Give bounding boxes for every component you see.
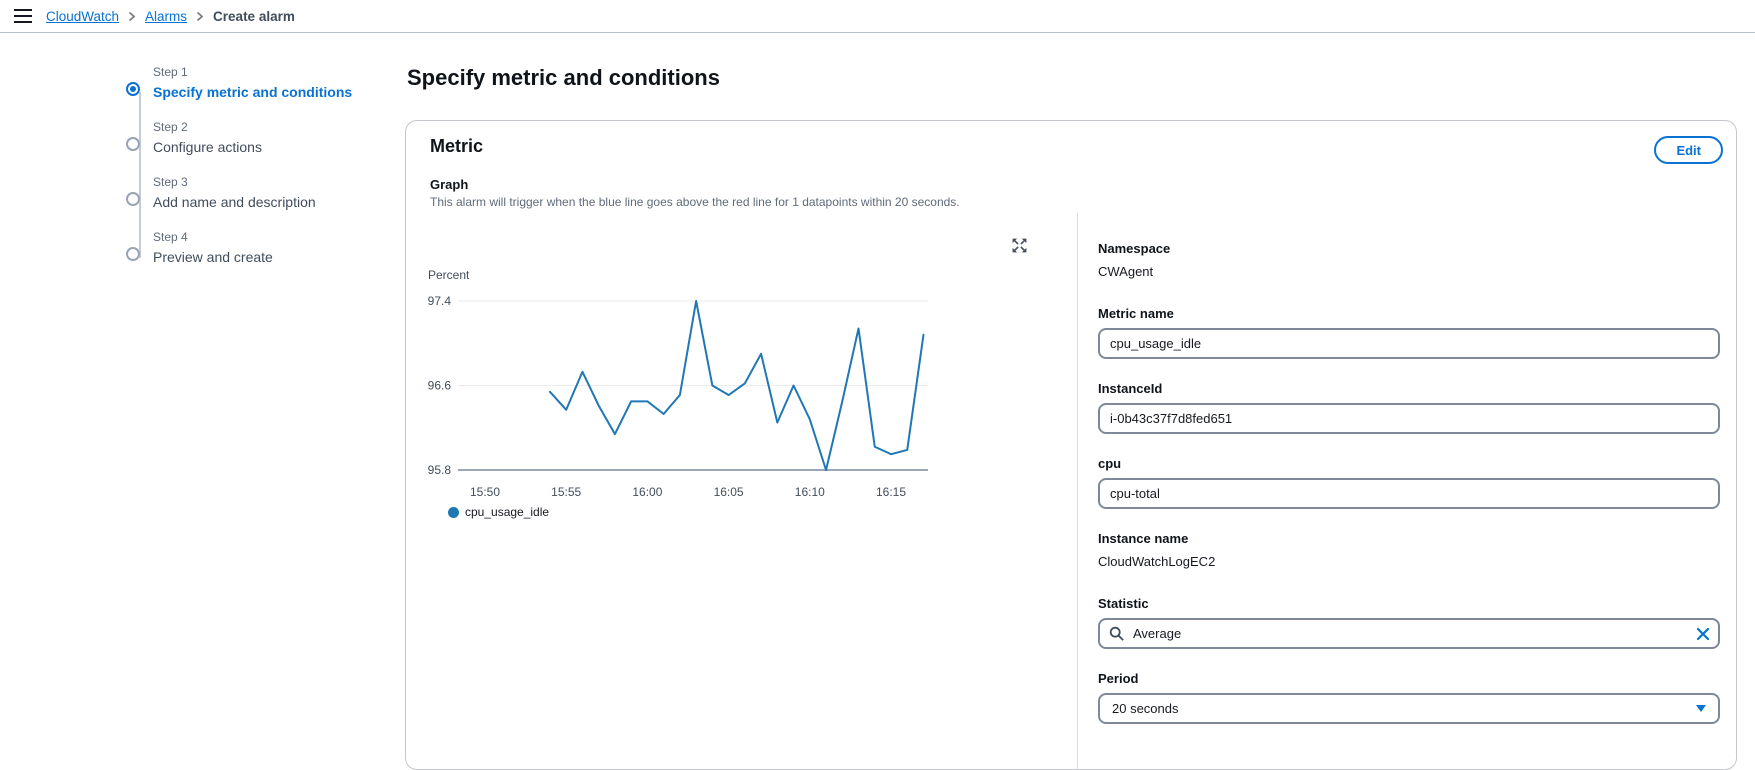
graph-section-label: Graph [430, 177, 469, 192]
breadcrumb-current: Create alarm [213, 8, 295, 24]
edit-button[interactable]: Edit [1654, 136, 1723, 164]
step-radio-active-icon [126, 82, 140, 96]
svg-text:15:55: 15:55 [551, 485, 581, 499]
breadcrumb-link-alarms[interactable]: Alarms [145, 8, 188, 24]
step-radio-icon [126, 247, 140, 261]
step-item-4[interactable]: Step 4 Preview and create [126, 227, 398, 282]
namespace-value: CWAgent [1098, 264, 1154, 279]
step-title[interactable]: Add name and description [153, 194, 316, 210]
svg-text:Percent: Percent [428, 268, 470, 282]
expand-icon [1012, 238, 1026, 253]
clear-statistic-icon[interactable] [1694, 625, 1712, 643]
step-title[interactable]: Configure actions [153, 139, 262, 155]
breadcrumb-chevron-icon [128, 11, 136, 22]
svg-text:16:15: 16:15 [876, 485, 906, 499]
step-number: Step 3 [153, 175, 188, 189]
instance-name-label: Instance name [1098, 531, 1189, 546]
breadcrumb-chevron-icon [196, 11, 204, 22]
metric-line-chart: Percent 97.4 96.6 95.8 15:50 15:55 16:00 16:05 1… [428, 268, 928, 499]
metric-card: Metric Edit Graph This alarm will trigge… [405, 120, 1737, 770]
metric-details-panel: Namespace CWAgent Metric name InstanceId… [1077, 213, 1736, 769]
chevron-down-icon [1696, 705, 1706, 712]
cpu-label: cpu [1098, 456, 1122, 471]
chart-legend[interactable]: cpu_usage_idle [448, 505, 549, 519]
wizard-steps-nav: Step 1 Specify metric and conditions Ste… [126, 62, 398, 282]
period-label: Period [1098, 671, 1139, 686]
breadcrumb-bar: CloudWatch Alarms Create alarm [0, 0, 1755, 33]
svg-text:97.4: 97.4 [428, 294, 452, 308]
statistic-input[interactable] [1098, 618, 1720, 649]
svg-text:16:05: 16:05 [714, 485, 744, 499]
step-radio-icon [126, 192, 140, 206]
metric-name-input[interactable] [1098, 328, 1720, 359]
step-item-2[interactable]: Step 2 Configure actions [126, 117, 398, 172]
graph-panel: Percent 97.4 96.6 95.8 15:50 15:55 16:00 16:05 1… [406, 213, 1077, 769]
step-title[interactable]: Preview and create [153, 249, 273, 265]
svg-text:16:10: 16:10 [795, 485, 825, 499]
graph-description: This alarm will trigger when the blue li… [430, 195, 960, 209]
metric-name-label: Metric name [1098, 306, 1174, 321]
statistic-label: Statistic [1098, 596, 1149, 611]
svg-text:16:00: 16:00 [632, 485, 662, 499]
breadcrumb: CloudWatch Alarms Create alarm [46, 9, 295, 24]
instance-id-input[interactable] [1098, 403, 1720, 434]
svg-text:15:50: 15:50 [470, 485, 500, 499]
svg-text:96.6: 96.6 [428, 379, 452, 393]
period-selected-value: 20 seconds [1112, 701, 1179, 716]
legend-dot [448, 506, 459, 518]
instance-id-label: InstanceId [1098, 381, 1163, 396]
expand-graph-button[interactable] [1008, 235, 1030, 257]
page-title: Specify metric and conditions [407, 65, 720, 90]
svg-text:95.8: 95.8 [428, 463, 452, 477]
step-title[interactable]: Specify metric and conditions [153, 84, 353, 100]
legend-label: cpu_usage_idle [465, 505, 550, 519]
step-number: Step 2 [153, 120, 188, 134]
instance-name-value: CloudWatchLogEC2 [1098, 554, 1216, 569]
namespace-label: Namespace [1098, 241, 1171, 256]
cpu-input[interactable] [1098, 478, 1720, 509]
step-item-1[interactable]: Step 1 Specify metric and conditions [126, 62, 398, 117]
step-number: Step 4 [153, 230, 188, 244]
breadcrumb-link-cloudwatch[interactable]: CloudWatch [46, 8, 120, 24]
steps-connector-line [139, 92, 141, 258]
step-item-3[interactable]: Step 3 Add name and description [126, 172, 398, 227]
period-select[interactable]: 20 seconds [1098, 693, 1720, 724]
metric-card-title: Metric [430, 136, 484, 156]
hamburger-menu-icon[interactable] [12, 5, 34, 27]
step-number: Step 1 [153, 65, 188, 79]
step-radio-icon [126, 137, 140, 151]
